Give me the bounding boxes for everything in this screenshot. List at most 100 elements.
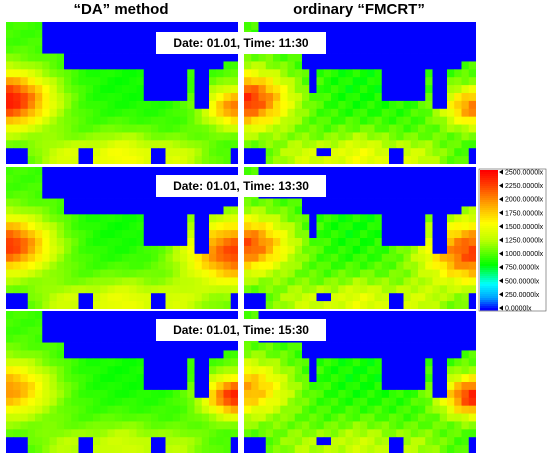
heatmap-cell: [316, 342, 325, 351]
heatmap-cell: [258, 69, 267, 78]
heatmap-cell: [35, 190, 43, 199]
heatmap-cell: [129, 358, 137, 367]
heatmap-cell: [93, 261, 101, 270]
heatmap-cell: [273, 437, 281, 446]
heatmap-cell: [216, 253, 224, 263]
heatmap-cell: [136, 342, 145, 351]
heatmap-cell: [251, 69, 259, 78]
heatmap-cell: [71, 437, 79, 446]
heatmap-cell: [158, 269, 166, 278]
heatmap-cell: [143, 116, 152, 125]
heatmap-cell: [13, 366, 21, 375]
heatmap-cell: [432, 269, 441, 278]
heatmap-cell: [425, 53, 433, 62]
heatmap-cell: [216, 238, 224, 247]
colorbar-segment: [480, 278, 498, 281]
heatmap-cell: [129, 366, 137, 375]
heatmap-cell: [165, 429, 174, 438]
heatmap-cell: [331, 437, 339, 446]
heatmap-cell: [114, 437, 123, 446]
heatmap-cell: [447, 61, 455, 70]
heatmap-cell: [165, 350, 174, 359]
heatmap-cell: [172, 61, 181, 70]
heatmap-cell: [381, 334, 390, 343]
heatmap-cell: [294, 445, 303, 453]
heatmap-cell: [143, 238, 152, 247]
heatmap-cell: [418, 269, 426, 278]
heatmap-cell: [64, 85, 72, 94]
heatmap-cell: [367, 182, 375, 192]
heatmap-cell: [223, 311, 232, 320]
heatmap-cell: [331, 69, 339, 78]
heatmap-cell: [265, 429, 274, 438]
heatmap-cell: [187, 148, 195, 157]
heatmap-cell: [78, 167, 87, 176]
heatmap-cell: [216, 140, 224, 149]
heatmap-cell: [230, 100, 238, 110]
heatmap-cell: [100, 311, 108, 320]
heatmap-cell: [201, 358, 210, 367]
heatmap-cell: [447, 174, 455, 184]
heatmap-cell: [258, 148, 267, 157]
heatmap-cell: [85, 116, 94, 125]
heatmap-cell: [432, 190, 441, 199]
heatmap-cell: [360, 182, 368, 192]
heatmap-cell: [129, 389, 137, 399]
colorbar-segment: [480, 234, 498, 237]
heatmap-cell: [425, 285, 433, 294]
heatmap-cell: [273, 429, 281, 438]
heatmap-cell: [20, 124, 29, 133]
heatmap-cell: [374, 277, 383, 286]
heatmap-cell: [244, 301, 252, 309]
heatmap-cell: [78, 437, 87, 446]
heatmap-cell: [223, 421, 232, 430]
heatmap-cell: [360, 421, 368, 430]
heatmap-cell: [56, 140, 65, 149]
heatmap-cell: [93, 22, 101, 31]
colorbar-tick-marker: [499, 169, 503, 175]
colorbar-tick-label: 1500.0000lx: [505, 224, 544, 231]
heatmap-cell: [258, 132, 267, 141]
heatmap-cell: [78, 421, 87, 430]
heatmap-cell: [418, 29, 426, 39]
heatmap-cell: [187, 108, 195, 118]
heatmap-cell: [447, 37, 455, 47]
heatmap-cell: [381, 374, 390, 383]
heatmap-cell: [187, 311, 195, 320]
heatmap-cell: [425, 382, 433, 391]
heatmap-cell: [151, 374, 159, 383]
heatmap-cell: [216, 397, 224, 407]
colorbar-segment: [480, 290, 498, 293]
heatmap-cell: [194, 140, 203, 149]
heatmap-cell: [338, 182, 346, 192]
heatmap-cell: [56, 37, 65, 47]
heatmap-cell: [331, 37, 339, 47]
heatmap-cell: [27, 61, 36, 70]
heatmap-cell: [461, 132, 470, 141]
heatmap-cell: [331, 100, 339, 110]
heatmap-cell: [209, 358, 217, 367]
heatmap-cell: [381, 108, 390, 118]
heatmap-cell: [389, 429, 397, 438]
heatmap-cell: [374, 69, 383, 78]
heatmap-cell: [360, 350, 368, 359]
heatmap-cell: [461, 382, 470, 391]
heatmap-cell: [432, 198, 441, 207]
heatmap-cell: [6, 421, 14, 430]
heatmap-cell: [71, 198, 79, 207]
heatmap-cell: [389, 140, 397, 149]
heatmap-cell: [331, 358, 339, 367]
heatmap-cell: [360, 429, 368, 438]
heatmap-cell: [287, 93, 296, 102]
heatmap-cell: [107, 100, 116, 110]
heatmap-cell: [107, 358, 116, 367]
heatmap-cell: [418, 85, 426, 94]
heatmap-cell: [158, 85, 166, 94]
heatmap-cell: [172, 269, 181, 278]
heatmap-cell: [418, 206, 426, 215]
heatmap-cell: [114, 318, 123, 328]
heatmap-cell: [13, 382, 21, 391]
heatmap-cell: [258, 198, 267, 207]
heatmap-cell: [216, 277, 224, 286]
heatmap-cell: [360, 318, 368, 328]
